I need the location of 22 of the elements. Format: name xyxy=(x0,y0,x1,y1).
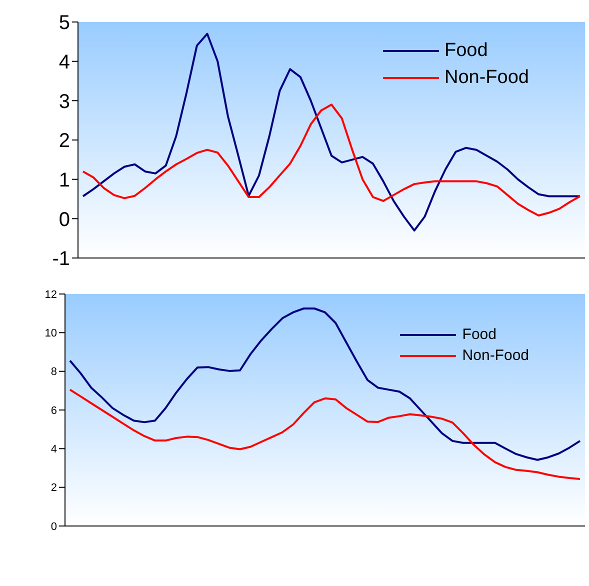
y-tick-label: 6 xyxy=(50,404,57,417)
y-tick-label: 4 xyxy=(58,51,70,74)
legend-label: Food xyxy=(444,39,488,63)
y-tick-label: 5 xyxy=(58,12,70,34)
legend-label: Non-Food xyxy=(444,66,529,90)
line-series xyxy=(69,388,581,480)
line-series xyxy=(82,104,581,217)
y-tick-label: 3 xyxy=(58,90,70,113)
y-tick-label: 12 xyxy=(44,288,57,301)
legend-label: Food xyxy=(462,325,496,345)
y-tick-label: 2 xyxy=(50,482,57,494)
y-tick-label: 0 xyxy=(58,208,70,231)
y-tick-label: 1 xyxy=(58,169,70,192)
legend-label: Non-Food xyxy=(462,346,529,366)
y-tick-label: 8 xyxy=(50,366,57,378)
line-series xyxy=(82,32,581,232)
y-tick-label: 2 xyxy=(58,130,70,152)
y-tick-label: -1 xyxy=(52,248,70,270)
y-tick-label: 10 xyxy=(44,328,57,340)
y-tick-label: 0 xyxy=(50,520,57,533)
y-tick-label: 4 xyxy=(50,444,57,456)
line-series xyxy=(69,308,581,461)
